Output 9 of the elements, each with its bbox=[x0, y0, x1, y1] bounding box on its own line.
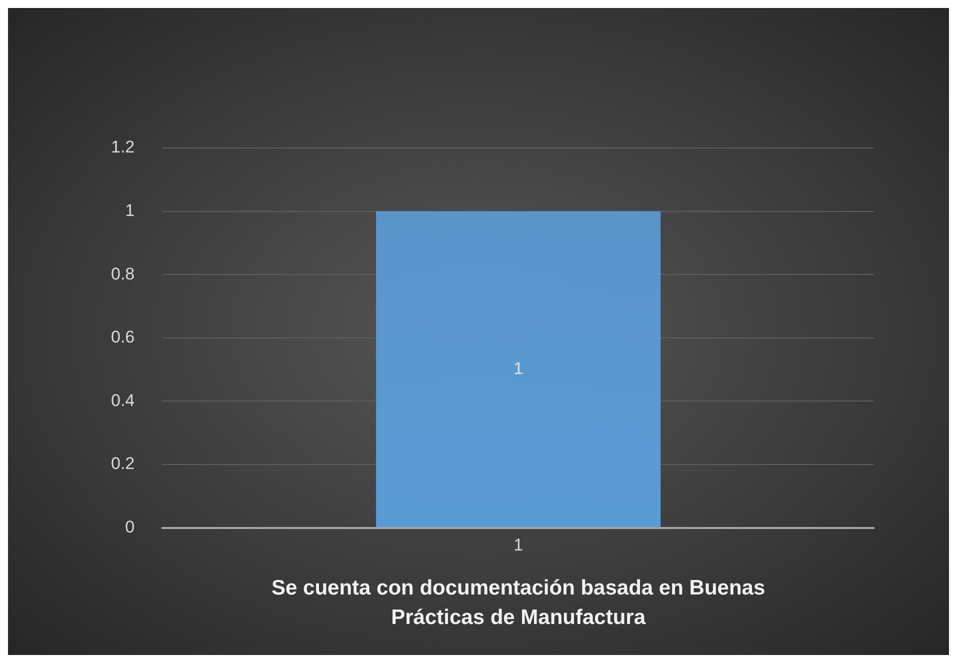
y-tick-label: 0.8 bbox=[110, 264, 135, 284]
y-tick-label: 1 bbox=[125, 200, 135, 220]
y-tick-label: 0.4 bbox=[110, 390, 135, 410]
data-label: 1 bbox=[514, 358, 524, 378]
y-tick-label: 0 bbox=[125, 517, 135, 536]
x-axis-title: Se cuenta con documentación basada en Buenas Prácticas de Manufactura bbox=[271, 576, 766, 630]
y-tick-label: 0.2 bbox=[110, 454, 135, 474]
y-tick-label: 0.6 bbox=[110, 328, 135, 347]
y-tick-label: 1.2 bbox=[110, 138, 135, 157]
